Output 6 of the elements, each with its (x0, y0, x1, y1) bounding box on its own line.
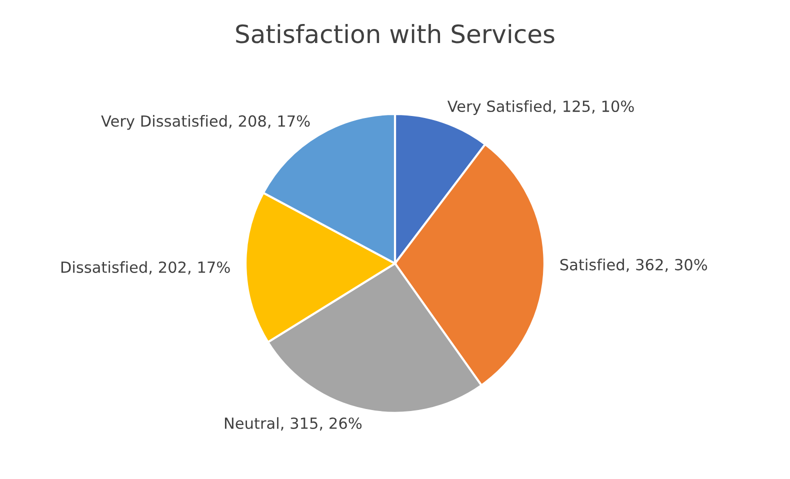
slice-label: Very Dissatisfied, 208, 17% (101, 114, 310, 130)
slice-label: Neutral, 315, 26% (224, 417, 362, 431)
slice-label: Satisfied, 362, 30% (560, 258, 708, 272)
chart-title: Satisfaction with Services (236, 24, 554, 44)
slice-label: Very Satisfied, 125, 10% (447, 100, 634, 116)
slice-label: Dissatisfied, 202, 17% (61, 261, 230, 275)
